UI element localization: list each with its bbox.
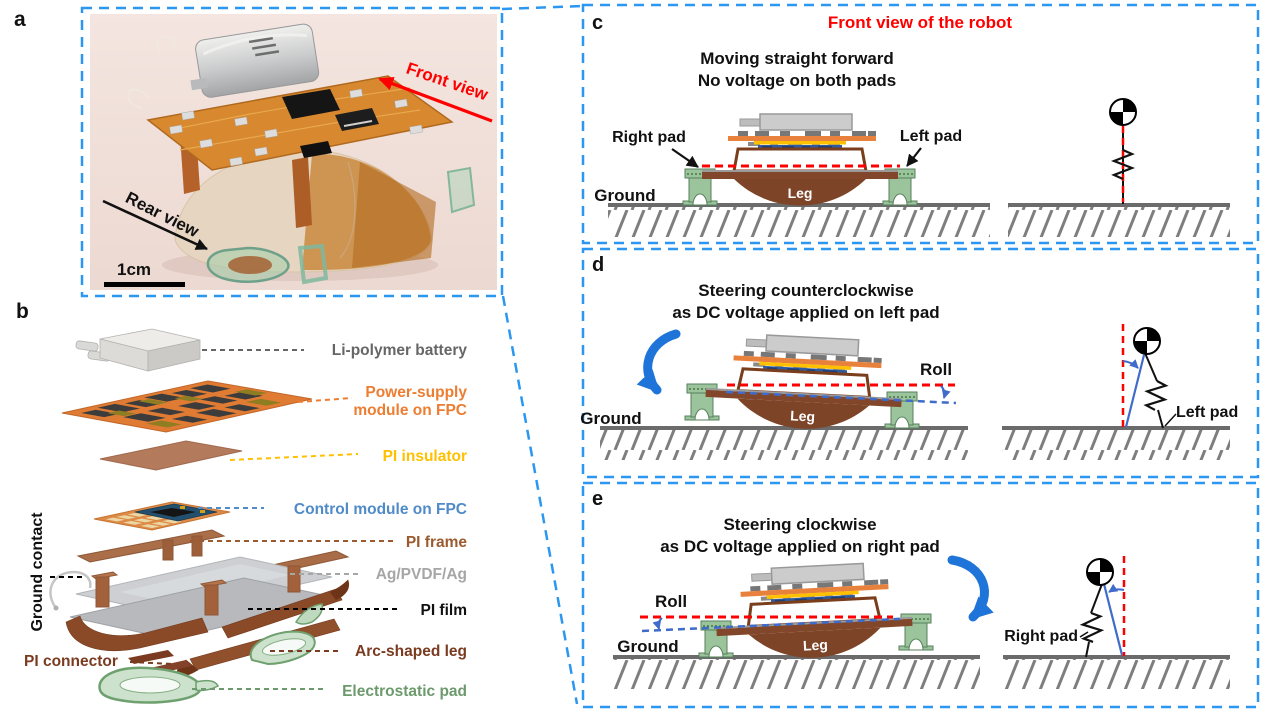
scale-bar: [104, 282, 185, 287]
panel-d-letter: d: [592, 254, 605, 276]
roll-angle-arrow-d: [940, 385, 951, 399]
label-roll-e: Roll: [654, 592, 688, 611]
robot-schematic-e: [698, 559, 934, 665]
panel-b-exploded-view: [49, 328, 401, 704]
panel-e-letter: e: [592, 488, 604, 510]
pcb-photo: [146, 75, 454, 171]
rear-view-arrow: [102, 199, 208, 251]
label-ground-e: Ground: [617, 637, 679, 656]
steering-cw-arrow: [947, 555, 994, 622]
label-roll-d: Roll: [919, 360, 953, 379]
robot-schematic-c: [682, 112, 918, 208]
label-pi-insulator: PI insulator: [382, 448, 467, 465]
panel-d-schematic: [581, 247, 1260, 479]
label-ag-pvdf-ag: Ag/PVDF/Ag: [375, 566, 467, 583]
panel-d-caption-line1: Steering counterclockwise: [698, 281, 914, 300]
label-arc-shaped-leg: Arc-shaped leg: [355, 643, 467, 660]
label-pi-connector: PI connector: [24, 653, 118, 670]
label-power-supply-module: Power-supply module on FPC: [353, 384, 467, 420]
panel-d-caption-line2: as DC voltage applied on left pad: [672, 303, 940, 322]
front-view-arrow: [378, 77, 493, 123]
robot-schematic-d: [684, 330, 920, 436]
left-pad-arrow-c: [906, 147, 922, 167]
steering-ccw-arrow: [636, 329, 681, 395]
front-view-of-robot-title: Front view of the robot: [827, 13, 1013, 32]
panel-c-letter: c: [592, 12, 604, 34]
label-left-pad-c: Left pad: [899, 128, 963, 145]
exploded-pi-insulator: [99, 440, 243, 471]
exploded-frame-posts: [90, 565, 301, 616]
label-ground-d: Ground: [580, 409, 642, 428]
roll-tilt-line-d: [725, 390, 957, 405]
panel-c-caption-line1: Moving straight forward: [700, 49, 894, 68]
exploded-electrostatic-pads: [98, 603, 324, 704]
panel-c-caption-line2: No voltage on both pads: [697, 71, 897, 90]
panel-e-caption-line1: Steering clockwise: [723, 515, 877, 534]
battery-photo: [190, 23, 320, 98]
label-ground-contact: Ground contact: [28, 512, 46, 632]
panel-d-dashed-border: [581, 247, 1260, 479]
panel-b-letter: b: [16, 300, 29, 323]
exploded-control-module: [93, 501, 231, 531]
label-electrostatic-pad: Electrostatic pad: [342, 683, 467, 700]
electrostatic-pads-photo: [206, 166, 476, 285]
exploded-battery: [75, 328, 201, 372]
panel-c-dashed-border: [581, 3, 1260, 245]
label-left-pad-d: Left pad: [1176, 404, 1239, 421]
zoom-connector-lines: [501, 4, 584, 705]
com-diagram-e: [1079, 556, 1126, 658]
label-pi-frame: PI frame: [405, 534, 467, 551]
panel-e-caption-line2: as DC voltage applied on right pad: [660, 537, 940, 556]
label-control-module: Control module on FPC: [293, 501, 467, 518]
roll-angle-arrow-e: [652, 617, 663, 630]
label-power-supply-line1: Power-supply: [365, 384, 467, 401]
label-power-supply-line2: module on FPC: [353, 401, 467, 419]
panel-e-schematic: [581, 481, 1260, 709]
label-right-pad-c: Right pad: [612, 129, 686, 146]
exploded-leader-lines: [50, 349, 401, 690]
exploded-power-supply-module: [61, 380, 313, 433]
panel-a-letter: a: [14, 8, 26, 31]
panel-c-schematic: [581, 3, 1260, 245]
label-pi-film: PI film: [420, 602, 467, 619]
right-pad-arrow-c: [671, 148, 699, 168]
com-diagram-c: [1109, 98, 1137, 204]
com-diagram-d: [1121, 324, 1177, 429]
scale-bar-label: 1cm: [117, 260, 152, 279]
panel-a-photo: [80, 6, 504, 298]
label-right-pad-e: Right pad: [1004, 628, 1078, 645]
label-ground-c: Ground: [594, 186, 656, 205]
panel-a-dashed-border: [80, 6, 504, 298]
panel-e-dashed-border: [581, 481, 1260, 709]
exploded-ground-contact-wire: [49, 570, 92, 611]
label-li-polymer-battery: Li-polymer battery: [331, 342, 467, 359]
